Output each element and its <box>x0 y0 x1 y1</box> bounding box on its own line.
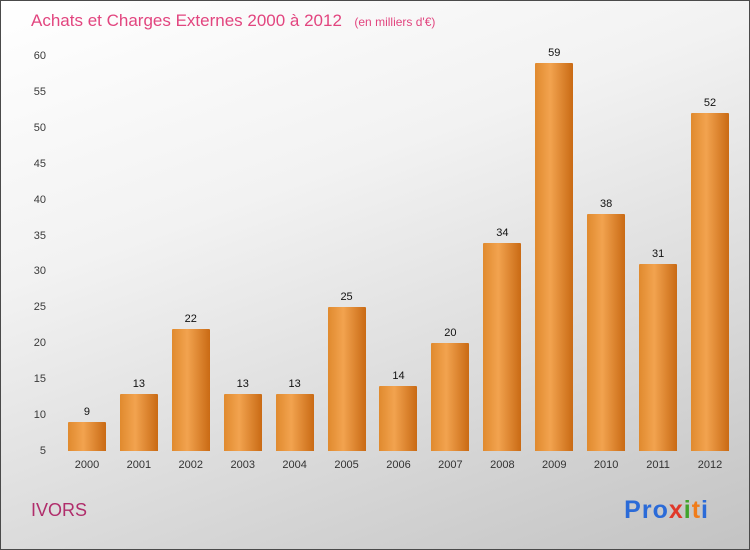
bar <box>587 214 626 451</box>
x-axis-label: 2007 <box>438 459 463 471</box>
y-tick-label: 55 <box>33 85 46 98</box>
proxiti-letter: i <box>683 496 692 524</box>
bar <box>275 394 314 451</box>
bar <box>379 386 418 451</box>
bar-value-label: 59 <box>548 47 561 59</box>
bar <box>67 422 106 451</box>
bar-column: 9 2000 <box>61 56 113 471</box>
bar-value-label: 13 <box>288 378 301 390</box>
y-tick-label: 45 <box>33 157 46 170</box>
y-tick-label: 20 <box>33 337 46 350</box>
bar <box>483 243 522 451</box>
y-tick-label: 15 <box>33 373 46 386</box>
chart-header: Achats et Charges Externes 2000 à 2012 (… <box>31 11 435 31</box>
x-axis-label: 2001 <box>126 459 152 471</box>
bar-column: 59 2009 <box>528 47 580 471</box>
chart-subtitle: (en milliers d'€) <box>354 15 436 29</box>
y-tick-label: 25 <box>33 301 46 314</box>
bar <box>327 307 366 451</box>
chart-title: Achats et Charges Externes 2000 à 2012 <box>31 11 342 30</box>
y-tick-label: 50 <box>33 121 46 134</box>
x-axis-label: 2003 <box>230 459 255 471</box>
x-axis-label: 2010 <box>593 459 619 471</box>
bar <box>119 394 158 451</box>
bar-column: 25 2005 <box>321 56 373 471</box>
bar-value-label: 38 <box>600 198 613 210</box>
proxiti-letter: t <box>691 496 702 524</box>
bar-column: 22 2002 <box>165 56 217 471</box>
proxiti-letter: i <box>701 496 709 524</box>
x-axis-label: 2008 <box>490 459 515 471</box>
bar <box>171 329 210 451</box>
bar-value-label: 14 <box>392 370 405 382</box>
bar-column: 20 2007 <box>424 56 476 471</box>
x-axis-label: 2009 <box>542 459 567 471</box>
bar-value-label: 31 <box>651 248 665 260</box>
bars-area: 9 2000 13 2001 22 2002 13 2003 13 2004 25 2005 14 200… <box>61 47 736 471</box>
y-tick-label: 5 <box>39 445 46 457</box>
bar-column: 14 2006 <box>373 56 425 471</box>
bar-value-label: 20 <box>444 327 457 339</box>
y-tick-label: 35 <box>33 229 46 242</box>
bar-column: 13 2003 <box>217 56 269 471</box>
bar-value-label: 13 <box>236 378 249 390</box>
x-axis-label: 2005 <box>334 459 359 471</box>
y-tick-label: 40 <box>33 193 46 206</box>
bar-value-label: 25 <box>340 291 353 303</box>
x-axis-label: 2006 <box>386 459 411 471</box>
x-axis-label: 2011 <box>646 459 670 471</box>
bar <box>431 343 470 451</box>
bar <box>639 264 678 451</box>
y-axis: 5 10 15 20 25 30 35 40 45 50 55 60 <box>16 50 54 457</box>
bar-column: 38 2010 <box>580 56 632 471</box>
bar <box>535 63 574 451</box>
x-axis-label: 2012 <box>697 459 723 471</box>
proxiti-letter: P <box>624 496 642 524</box>
bar-column: 34 2008 <box>476 56 528 471</box>
x-axis-label: 2004 <box>282 459 307 471</box>
y-tick-label: 10 <box>33 409 46 422</box>
bar <box>223 394 262 451</box>
bar-column: 13 2004 <box>269 56 321 471</box>
bar-value-label: 22 <box>184 313 197 325</box>
proxiti-letter: x <box>668 496 684 524</box>
bar-value-label: 13 <box>132 378 145 390</box>
bar-column: 13 2001 <box>113 56 165 471</box>
bar-column: 31 2011 <box>632 56 684 471</box>
bar-value-label: 9 <box>83 406 91 418</box>
y-tick-label: 30 <box>33 265 46 278</box>
bar-column: 52 2012 <box>684 56 736 471</box>
bar-value-label: 52 <box>703 97 717 109</box>
proxiti-letter: o <box>652 496 669 524</box>
proxiti-letter: r <box>641 496 653 524</box>
bar-chart: 5 10 15 20 25 30 35 40 45 50 55 60 9 2000 13 2001 22 200… <box>34 47 736 471</box>
x-axis-label: 2000 <box>74 459 100 471</box>
proxiti-logo: Proxiti <box>624 496 709 525</box>
y-tick-label: 60 <box>33 50 46 62</box>
x-axis-label: 2002 <box>178 459 204 471</box>
bar <box>691 113 730 451</box>
bar-value-label: 34 <box>496 227 509 239</box>
company-name: IVORS <box>31 500 88 520</box>
